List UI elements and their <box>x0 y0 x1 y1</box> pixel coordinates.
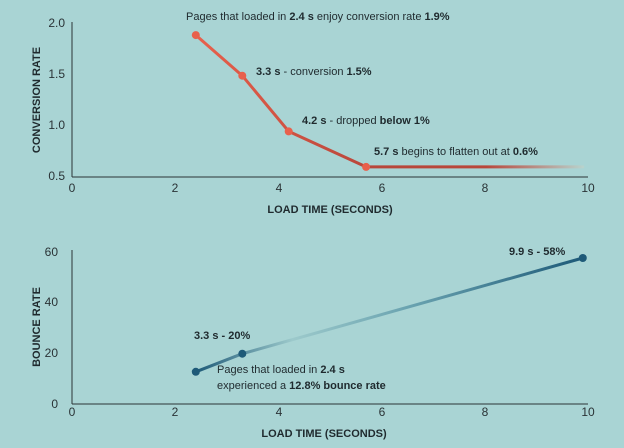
conversion-series-marks <box>191 31 585 171</box>
conversion-x-tick-label: 2 <box>172 181 179 195</box>
bounce-y-tick-label: 40 <box>45 295 59 309</box>
conversion-annotations: Pages that loaded in 2.4 s enjoy convers… <box>186 11 538 158</box>
bounce-x-tick-label: 10 <box>581 405 595 419</box>
bounce-y-tick-label: 20 <box>45 346 59 360</box>
conversion-y-tick-label: 1.5 <box>48 67 65 81</box>
conversion-x-tick-label: 4 <box>276 181 283 195</box>
bounce-x-ticks: 0 2 4 6 8 10 <box>69 405 595 419</box>
conversion-y-tick-label: 2.0 <box>48 16 65 30</box>
conversion-y-axis-title: CONVERSION RATE <box>31 47 43 153</box>
conversion-annotation-4-2s: 4.2 s - dropped below 1% <box>302 115 430 127</box>
conversion-chart: 0.5 1.0 1.5 2.0 0 2 4 6 8 10 LOAD TIME (… <box>31 11 595 216</box>
bounce-y-axis-title: BOUNCE RATE <box>31 287 43 367</box>
bounce-y-ticks: 0 20 40 60 <box>45 245 59 411</box>
bounce-chart: 0 20 40 60 0 2 4 6 8 10 LOAD TIME (SECON… <box>31 245 595 440</box>
bounce-annotation-2-4s-line2: experienced a 12.8% bounce rate <box>217 380 386 392</box>
conversion-x-axis-title: LOAD TIME (SECONDS) <box>267 204 393 216</box>
bounce-x-tick-label: 4 <box>276 405 283 419</box>
conversion-data-point <box>191 31 200 40</box>
bounce-x-tick-label: 6 <box>379 405 386 419</box>
conversion-x-tick-label: 8 <box>482 181 489 195</box>
bounce-data-point <box>578 254 587 262</box>
bounce-data-point <box>191 367 200 376</box>
conversion-x-tick-label: 6 <box>379 181 386 195</box>
conversion-annotation-2-4s: Pages that loaded in 2.4 s enjoy convers… <box>186 11 450 23</box>
conversion-y-tick-label: 1.0 <box>48 118 65 132</box>
bounce-annotations: 3.3 s - 20% Pages that loaded in 2.4 s e… <box>194 246 565 392</box>
conversion-x-tick-label: 10 <box>581 181 595 195</box>
bounce-annotation-9-9s: 9.9 s - 58% <box>509 246 565 258</box>
conversion-data-point <box>362 162 371 171</box>
conversion-data-point <box>238 71 247 80</box>
bounce-data-point <box>238 349 247 358</box>
conversion-data-point <box>284 127 293 136</box>
bounce-annotation-2-4s-line1: Pages that loaded in 2.4 s <box>217 364 345 376</box>
bounce-series-line <box>194 256 585 374</box>
bounce-x-tick-label: 0 <box>69 405 76 419</box>
conversion-x-tick-label: 0 <box>69 181 76 195</box>
bounce-y-tick-label: 0 <box>51 397 58 411</box>
bounce-x-tick-label: 8 <box>482 405 489 419</box>
conversion-annotation-5-7s: 5.7 s begins to flatten out at 0.6% <box>374 146 538 158</box>
bounce-x-axis-title: LOAD TIME (SECONDS) <box>261 428 387 440</box>
bounce-series-marks <box>191 254 587 376</box>
bounce-annotation-3-3s: 3.3 s - 20% <box>194 330 250 342</box>
conversion-x-ticks: 0 2 4 6 8 10 <box>69 181 595 195</box>
bounce-x-tick-label: 2 <box>172 405 179 419</box>
conversion-y-ticks: 0.5 1.0 1.5 2.0 <box>48 16 65 183</box>
conversion-y-tick-label: 0.5 <box>48 169 65 183</box>
conversion-annotation-3-3s: 3.3 s - conversion 1.5% <box>256 66 372 78</box>
bounce-y-tick-label: 60 <box>45 245 59 259</box>
